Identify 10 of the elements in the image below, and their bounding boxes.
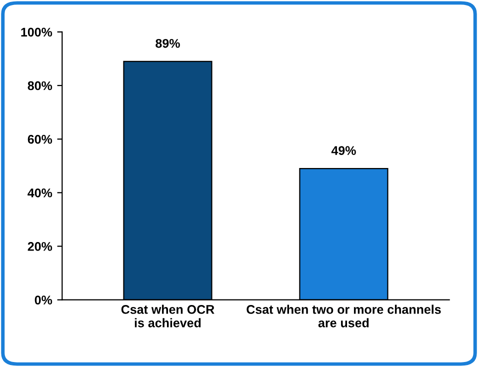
data-label: 89% — [156, 38, 180, 48]
y-tick-label: 20% — [28, 242, 52, 251]
y-tick-label: 100% — [21, 28, 52, 37]
x-tick-label: Csat when two or more channels are used — [246, 304, 441, 328]
y-tick-label: 80% — [28, 81, 52, 90]
y-tick-label: 0% — [34, 296, 52, 304]
y-tick-label: 40% — [28, 188, 52, 198]
y-tick-label: 60% — [28, 134, 52, 144]
data-label: 49% — [331, 146, 356, 155]
x-tick-label: Csat when OCR is achieved — [121, 304, 214, 328]
